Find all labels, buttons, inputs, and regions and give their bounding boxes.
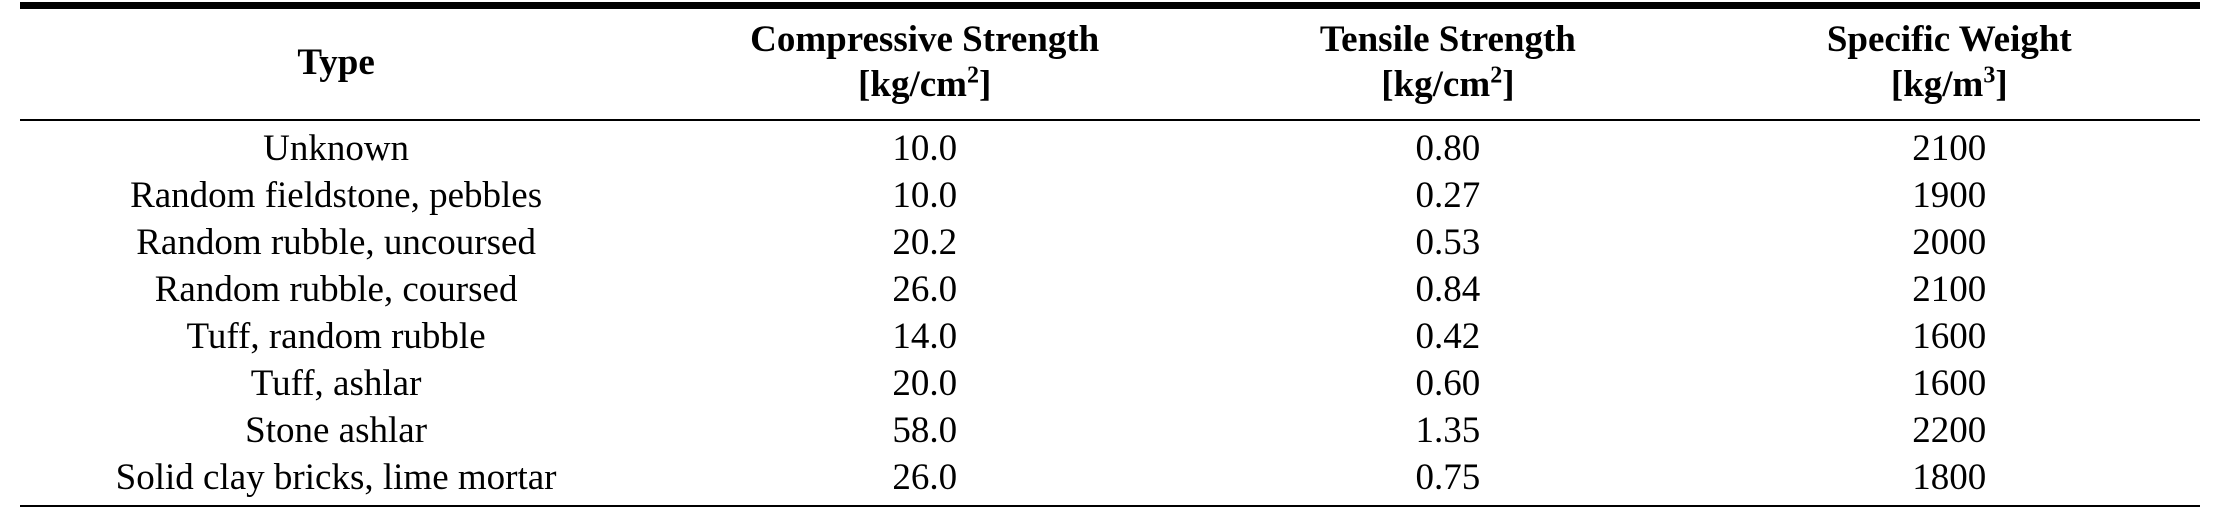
- column-header-tensile-strength: Tensile Strength [kg/cm2]: [1197, 6, 1698, 121]
- unit-superscript: 2: [966, 62, 979, 89]
- cell-tensile-strength: 0.42: [1415, 316, 1481, 357]
- table-row: Random fieldstone, pebbles 10.0 0.27 190…: [20, 172, 2200, 219]
- cell-compressive-strength: 26.0: [892, 269, 958, 310]
- column-unit-compressive-strength: [kg/cm2]: [652, 62, 1197, 107]
- unit-superscript: 2: [1490, 62, 1503, 89]
- column-label-specific-weight: Specific Weight: [1826, 19, 2072, 60]
- unit-suffix: ]: [978, 64, 992, 105]
- cell-type: Random rubble, uncoursed: [136, 222, 536, 263]
- column-label-tensile-strength: Tensile Strength: [1319, 19, 1576, 60]
- column-unit-specific-weight: [kg/m3]: [1699, 62, 2200, 107]
- unit-prefix: [kg/m: [1890, 64, 1984, 105]
- table-row: Tuff, random rubble 14.0 0.42 1600: [20, 313, 2200, 360]
- cell-tensile-strength: 0.60: [1415, 363, 1481, 404]
- table-row: Random rubble, coursed 26.0 0.84 2100: [20, 266, 2200, 313]
- cell-specific-weight: 1900: [1912, 175, 1987, 216]
- cell-tensile-strength: 0.75: [1415, 457, 1481, 498]
- column-label-type: Type: [297, 41, 375, 83]
- material-properties-table: Type Compressive Strength [kg/cm2] Tensi…: [20, 2, 2200, 507]
- cell-specific-weight: 1600: [1912, 363, 1987, 404]
- cell-tensile-strength: 0.27: [1415, 175, 1481, 216]
- cell-tensile-strength: 0.53: [1415, 222, 1481, 263]
- cell-type: Unknown: [263, 128, 410, 169]
- cell-tensile-strength: 0.84: [1415, 269, 1481, 310]
- cell-type: Tuff, random rubble: [186, 316, 486, 357]
- cell-specific-weight: 2000: [1912, 222, 1987, 263]
- cell-type: Random rubble, coursed: [154, 269, 518, 310]
- cell-specific-weight: 1800: [1912, 457, 1987, 498]
- cell-specific-weight: 2100: [1912, 128, 1987, 169]
- cell-specific-weight: 2200: [1912, 410, 1987, 451]
- column-header-type: Type: [20, 6, 652, 121]
- cell-tensile-strength: 1.35: [1415, 410, 1481, 451]
- cell-compressive-strength: 58.0: [892, 410, 958, 451]
- unit-suffix: ]: [1995, 64, 2008, 105]
- unit-superscript: 3: [1983, 62, 1996, 89]
- cell-specific-weight: 1600: [1912, 316, 1987, 357]
- cell-type: Tuff, ashlar: [250, 363, 422, 404]
- cell-specific-weight: 2100: [1912, 269, 1987, 310]
- cell-compressive-strength: 26.0: [892, 457, 958, 498]
- table-row: Unknown 10.0 0.80 2100: [20, 120, 2200, 172]
- unit-prefix: [kg/cm: [1381, 64, 1491, 105]
- table-header: Type Compressive Strength [kg/cm2] Tensi…: [20, 6, 2200, 121]
- cell-type: Solid clay bricks, lime mortar: [115, 457, 557, 498]
- cell-compressive-strength: 14.0: [892, 316, 958, 357]
- table-row: Stone ashlar 58.0 1.35 2200: [20, 407, 2200, 454]
- column-label-compressive-strength: Compressive Strength: [750, 19, 1100, 60]
- column-unit-tensile-strength: [kg/cm2]: [1197, 62, 1698, 107]
- cell-type: Random fieldstone, pebbles: [130, 175, 543, 216]
- table-row: Random rubble, uncoursed 20.2 0.53 2000: [20, 219, 2200, 266]
- table-row: Tuff, ashlar 20.0 0.60 1600: [20, 360, 2200, 407]
- column-header-compressive-strength: Compressive Strength [kg/cm2]: [652, 6, 1197, 121]
- table-body: Unknown 10.0 0.80 2100 Random fieldstone…: [20, 120, 2200, 507]
- table-row: Solid clay bricks, lime mortar 26.0 0.75…: [20, 454, 2200, 507]
- unit-suffix: ]: [1502, 64, 1515, 105]
- cell-type: Stone ashlar: [245, 410, 428, 451]
- cell-tensile-strength: 0.80: [1415, 128, 1481, 169]
- header-row: Type Compressive Strength [kg/cm2] Tensi…: [20, 6, 2200, 121]
- cell-compressive-strength: 10.0: [892, 128, 958, 169]
- cell-compressive-strength: 10.0: [892, 175, 958, 216]
- cell-compressive-strength: 20.2: [892, 222, 958, 263]
- cell-compressive-strength: 20.0: [892, 363, 958, 404]
- unit-prefix: [kg/cm: [858, 64, 967, 105]
- column-header-specific-weight: Specific Weight [kg/m3]: [1699, 6, 2200, 121]
